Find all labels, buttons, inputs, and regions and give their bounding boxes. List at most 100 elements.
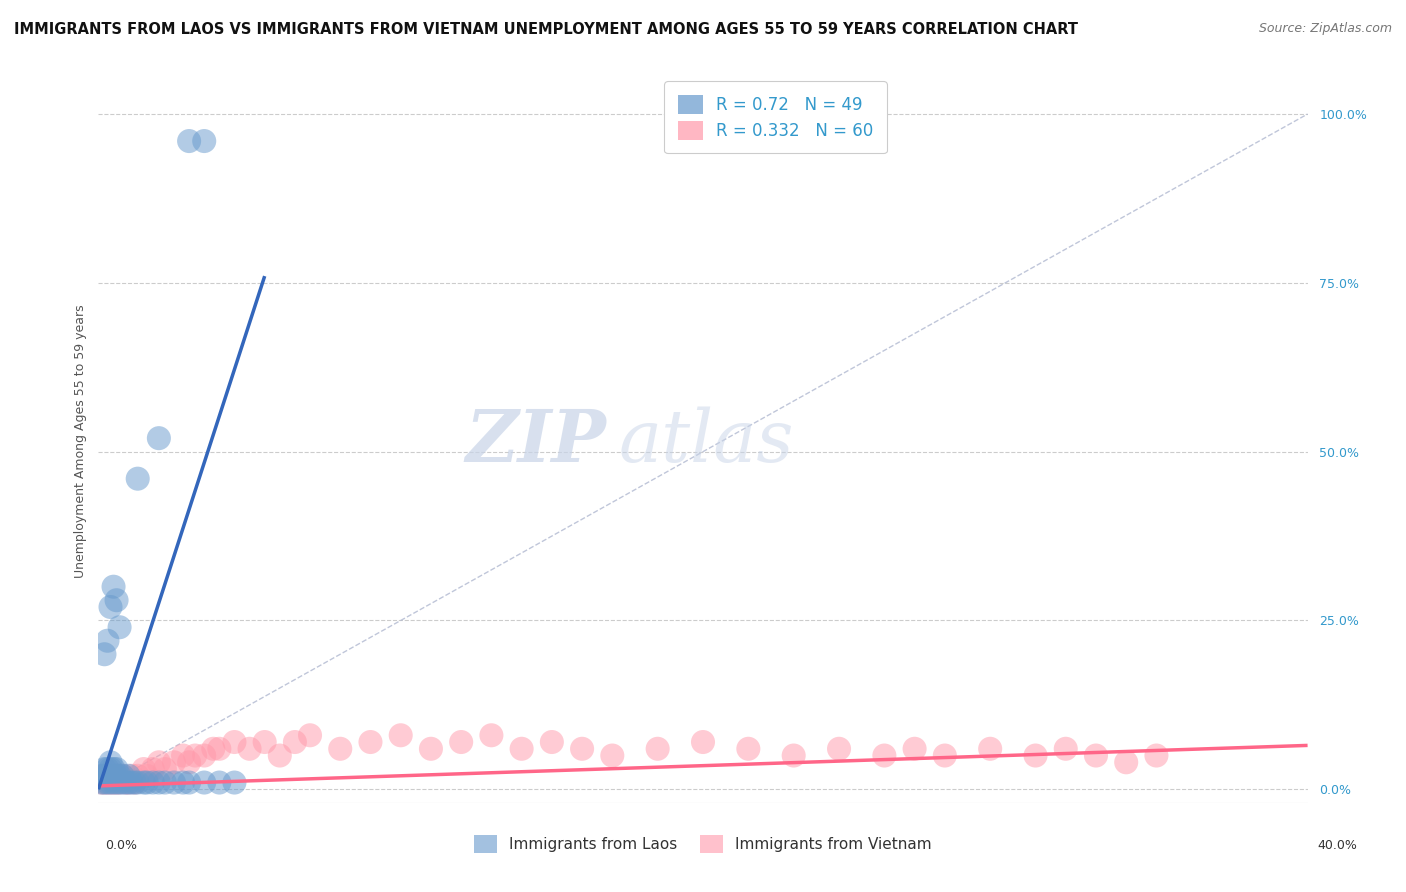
- Point: [100, 769, 122, 783]
- Point: [163, 756, 186, 770]
- Point: [121, 769, 143, 783]
- Point: [90, 775, 112, 789]
- Point: [132, 762, 155, 776]
- Point: [1054, 741, 1077, 756]
- Point: [118, 775, 141, 789]
- Legend: Immigrants from Laos, Immigrants from Vietnam: Immigrants from Laos, Immigrants from Vi…: [467, 827, 939, 860]
- Point: [148, 775, 170, 789]
- Point: [510, 741, 533, 756]
- Point: [127, 472, 149, 486]
- Point: [481, 728, 503, 742]
- Point: [111, 769, 134, 783]
- Point: [118, 769, 141, 783]
- Point: [360, 735, 382, 749]
- Point: [135, 775, 157, 789]
- Point: [108, 620, 131, 634]
- Point: [114, 775, 136, 789]
- Point: [1085, 748, 1108, 763]
- Point: [118, 775, 141, 789]
- Point: [111, 769, 134, 783]
- Point: [208, 741, 231, 756]
- Point: [124, 775, 146, 789]
- Point: [100, 762, 122, 776]
- Point: [93, 775, 115, 789]
- Point: [179, 775, 201, 789]
- Point: [253, 735, 276, 749]
- Point: [224, 735, 246, 749]
- Point: [153, 775, 176, 789]
- Point: [103, 769, 125, 783]
- Text: 0.0%: 0.0%: [105, 838, 138, 852]
- Point: [124, 775, 146, 789]
- Point: [179, 134, 201, 148]
- Point: [105, 593, 128, 607]
- Point: [121, 775, 143, 789]
- Point: [100, 769, 122, 783]
- Point: [103, 580, 125, 594]
- Point: [450, 735, 472, 749]
- Point: [873, 748, 896, 763]
- Point: [100, 599, 122, 614]
- Point: [904, 741, 927, 756]
- Point: [96, 762, 118, 776]
- Point: [692, 735, 714, 749]
- Text: 40.0%: 40.0%: [1317, 838, 1357, 852]
- Point: [105, 769, 128, 783]
- Point: [299, 728, 322, 742]
- Point: [208, 775, 231, 789]
- Point: [602, 748, 624, 763]
- Point: [103, 775, 125, 789]
- Point: [103, 762, 125, 776]
- Point: [979, 741, 1001, 756]
- Point: [105, 762, 128, 776]
- Point: [96, 633, 118, 648]
- Point: [202, 741, 225, 756]
- Point: [127, 775, 149, 789]
- Point: [1144, 748, 1167, 763]
- Point: [93, 647, 115, 661]
- Point: [269, 748, 291, 763]
- Point: [105, 775, 128, 789]
- Point: [100, 775, 122, 789]
- Point: [108, 775, 131, 789]
- Point: [571, 741, 593, 756]
- Point: [1115, 756, 1137, 770]
- Point: [96, 775, 118, 789]
- Point: [647, 741, 669, 756]
- Point: [96, 775, 118, 789]
- Point: [179, 756, 201, 770]
- Point: [1024, 748, 1046, 763]
- Point: [172, 748, 194, 763]
- Point: [108, 775, 131, 789]
- Point: [108, 769, 131, 783]
- Point: [737, 741, 759, 756]
- Point: [105, 775, 128, 789]
- Point: [389, 728, 412, 742]
- Point: [142, 762, 165, 776]
- Point: [934, 748, 956, 763]
- Point: [93, 769, 115, 783]
- Point: [100, 775, 122, 789]
- Point: [105, 769, 128, 783]
- Point: [111, 775, 134, 789]
- Point: [93, 762, 115, 776]
- Point: [172, 775, 194, 789]
- Y-axis label: Unemployment Among Ages 55 to 59 years: Unemployment Among Ages 55 to 59 years: [75, 305, 87, 578]
- Point: [96, 769, 118, 783]
- Point: [193, 748, 215, 763]
- Point: [329, 741, 352, 756]
- Text: Source: ZipAtlas.com: Source: ZipAtlas.com: [1258, 22, 1392, 36]
- Point: [239, 741, 262, 756]
- Point: [114, 775, 136, 789]
- Point: [90, 769, 112, 783]
- Point: [163, 775, 186, 789]
- Point: [783, 748, 806, 763]
- Point: [135, 769, 157, 783]
- Point: [100, 756, 122, 770]
- Point: [103, 775, 125, 789]
- Point: [193, 134, 215, 148]
- Text: atlas: atlas: [619, 406, 794, 477]
- Point: [184, 748, 207, 763]
- Point: [127, 769, 149, 783]
- Text: IMMIGRANTS FROM LAOS VS IMMIGRANTS FROM VIETNAM UNEMPLOYMENT AMONG AGES 55 TO 59: IMMIGRANTS FROM LAOS VS IMMIGRANTS FROM …: [14, 22, 1078, 37]
